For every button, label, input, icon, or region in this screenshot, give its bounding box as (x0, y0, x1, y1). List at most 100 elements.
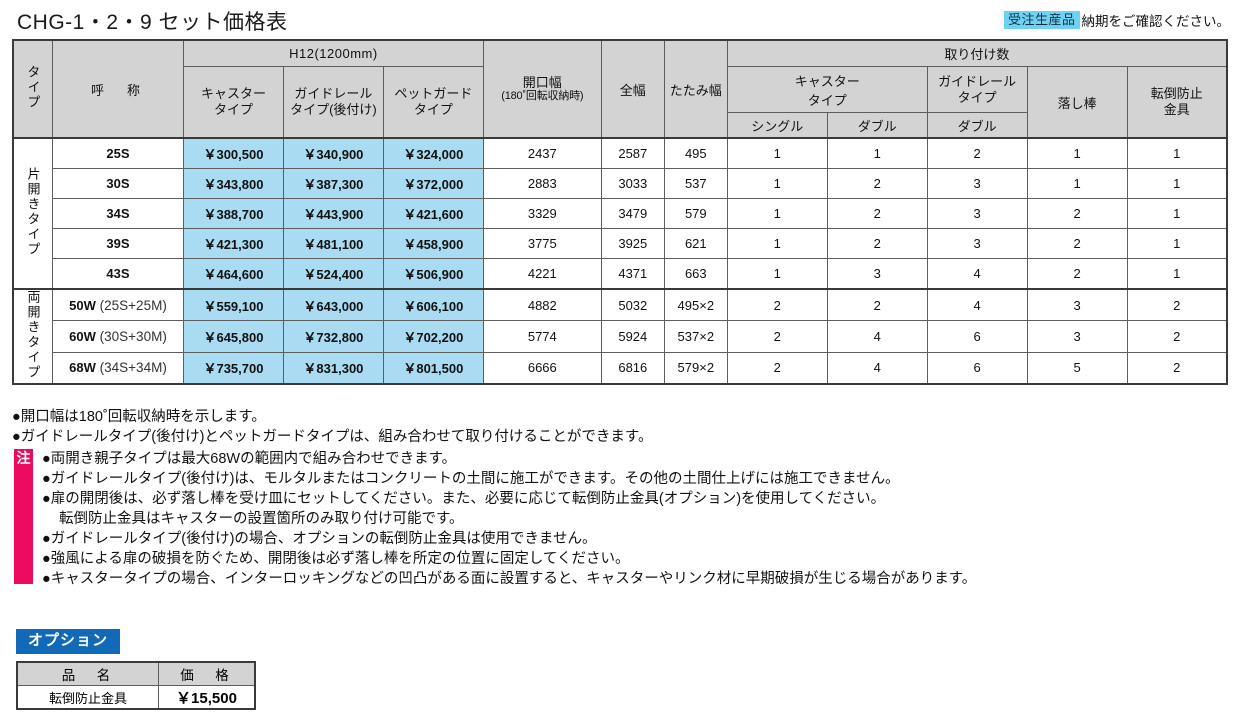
tatami-width-cell: 495 (663, 137, 728, 169)
col-opening-width: 開口幅 (180˚回転収納時) (482, 39, 602, 139)
count-drop-bar-cell: 2 (1026, 228, 1128, 259)
option-table-header: 品 名 価 格 (16, 661, 256, 686)
count-single-cell: 2 (726, 288, 828, 322)
tatami-width-cell: 537×2 (663, 320, 728, 353)
caution-line: ●両開き親子タイプは最大68Wの範囲内で組み合わせできます。 (42, 451, 457, 467)
tatami-width-cell: 579×2 (663, 351, 728, 385)
price-cell-pet: ￥421,600 (382, 198, 484, 229)
option-col-name: 品 名 (16, 661, 159, 686)
type-label: 両開きタイプ (25, 290, 41, 380)
tatami-width-cell: 621 (663, 228, 728, 259)
option-item-price: ￥15,500 (158, 685, 256, 710)
count-anti-tip-cell: 1 (1126, 228, 1228, 259)
price-cell-pet: ￥372,000 (382, 168, 484, 199)
option-header-row: 品 名 価 格 (16, 661, 256, 686)
price-cell-pet: ￥324,000 (382, 137, 484, 169)
col-double: ダブル (826, 112, 928, 139)
count-single-cell: 1 (726, 228, 828, 259)
price-cell-pet: ￥506,900 (382, 258, 484, 290)
option-section: オプション 品 名 価 格 転倒防止金具 ￥15,500 (16, 629, 256, 710)
price-cell-caster: ￥559,100 (183, 288, 284, 322)
full-width-cell: 3925 (600, 228, 665, 259)
col-opening-width-label: 開口幅 (522, 74, 562, 90)
count-double-cell: 1 (826, 137, 928, 169)
count-drop-bar-cell: 3 (1026, 288, 1128, 322)
price-cell-guide: ￥524,400 (282, 258, 384, 290)
count-guide-double-cell: 2 (926, 137, 1028, 169)
tatami-width-cell: 663 (663, 258, 728, 290)
full-width-cell: 3033 (600, 168, 665, 199)
table-row: 68W (34S+34M) ￥735,700 ￥831,300 ￥801,500 666… (13, 351, 1228, 385)
model-name-cell: 30S (52, 168, 184, 199)
count-guide-double-cell: 6 (926, 351, 1028, 385)
page-title: CHG-1・2・9 セット価格表 (17, 11, 288, 34)
price-table-container: タイプ 呼 称 H12(1200mm) 開口幅 (180˚回転収納時) 全幅 た… (12, 39, 1228, 385)
model-name-cell: 39S (52, 228, 184, 259)
col-petguard-type-l1: ペットガード (394, 85, 473, 101)
col-tatami-width: たたみ幅 (663, 39, 728, 139)
count-single-cell: 2 (726, 351, 828, 385)
col-opening-width-sub: (180˚回転収納時) (501, 90, 584, 103)
count-single-cell: 2 (726, 320, 828, 353)
full-width-cell: 5924 (600, 320, 665, 353)
col-full-width: 全幅 (600, 39, 665, 139)
caution-line: ●扉の開閉後は、必ず落し棒を受け皿にセットしてください。また、必要に応じて転倒防… (42, 491, 886, 507)
count-single-cell: 1 (726, 198, 828, 229)
col-drop-bar: 落し棒 (1026, 66, 1128, 139)
col-mount-caster-l1: キャスター (794, 73, 860, 89)
count-anti-tip-cell: 1 (1126, 198, 1228, 229)
opening-width-cell: 2883 (482, 168, 602, 199)
count-drop-bar-cell: 3 (1026, 320, 1128, 353)
full-width-cell: 2587 (600, 137, 665, 169)
price-cell-guide: ￥643,000 (282, 288, 384, 322)
price-cell-caster: ￥421,300 (183, 228, 284, 259)
opening-width-cell: 6666 (482, 351, 602, 385)
count-double-cell: 2 (826, 198, 928, 229)
price-cell-caster: ￥388,700 (183, 198, 284, 229)
price-cell-caster: ￥735,700 (183, 351, 284, 385)
caution-notes: ●両開き親子タイプは最大68Wの範囲内で組み合わせできます。 ●ガイドレールタイプ… (42, 449, 1228, 589)
model-name-cell: 50W (25S+25M) (52, 288, 184, 322)
count-drop-bar-cell: 2 (1026, 258, 1128, 290)
caution-mark: 注 (16, 450, 31, 466)
page-header: CHG-1・2・9 セット価格表 受注生産品 納期をご確認ください。 (0, 0, 1240, 38)
count-double-cell: 2 (826, 288, 928, 322)
price-cell-pet: ￥702,200 (382, 320, 484, 353)
general-notes: ●開口幅は180˚回転収納時を示します。 ●ガイドレールタイプ(後付け)とペットガ… (12, 407, 1228, 447)
col-single: シングル (726, 112, 828, 139)
price-cell-guide: ￥443,900 (282, 198, 384, 229)
count-anti-tip-cell: 2 (1126, 320, 1228, 353)
count-guide-double-cell: 3 (926, 168, 1028, 199)
col-anti-tip-l1: 転倒防止 (1150, 86, 1203, 102)
opening-width-cell: 3775 (482, 228, 602, 259)
tatami-width-cell: 579 (663, 198, 728, 229)
option-row: 転倒防止金具 ￥15,500 (16, 685, 256, 710)
full-width-cell: 6816 (600, 351, 665, 385)
col-caster-type-l1: キャスター (200, 85, 266, 101)
col-mount-count-group: 取り付け数 (726, 39, 1228, 67)
col-anti-tip-bracket: 転倒防止 金具 (1126, 66, 1228, 139)
col-caster-type-l2: タイプ (213, 102, 253, 117)
price-cell-guide: ￥831,300 (282, 351, 384, 385)
note-line: ●ガイドレールタイプ(後付け)とペットガードタイプは、組み合わせて取り付けること… (12, 429, 653, 445)
caution-line: ●強風による扉の破損を防ぐため、開閉後は必ず落し棒を所定の位置に固定してください… (42, 551, 630, 567)
note-line: ●開口幅は180˚回転収納時を示します。 (12, 409, 266, 425)
col-anti-tip-l2: 金具 (1163, 102, 1190, 117)
tatami-width-cell: 537 (663, 168, 728, 199)
col-name: 呼 称 (52, 39, 184, 139)
type-cell: 両開きタイプ (12, 288, 53, 385)
model-name-cell: 68W (34S+34M) (52, 351, 184, 385)
table-row: 両開きタイプ 50W (25S+25M) ￥559,100 ￥643,000 ￥606,… (12, 288, 1228, 385)
made-to-order-badge: 受注生産品 (1003, 11, 1080, 29)
opening-width-cell: 5774 (482, 320, 602, 353)
model-name-cell: 43S (52, 258, 184, 290)
col-type: タイプ (12, 39, 53, 139)
col-h12-group: H12(1200mm) (183, 39, 484, 67)
table-row: 43S ￥464,600 ￥524,400 ￥506,900 4221 4371 663 1 3… (13, 258, 1228, 290)
count-double-cell: 3 (826, 258, 928, 290)
type-cell: 片開きタイプ (12, 137, 53, 290)
col-petguard-type-l2: タイプ (413, 102, 453, 117)
caution-line: ●ガイドレールタイプ(後付け)は、モルタルまたはコンクリートの土間に施工ができま… (42, 471, 900, 487)
header-row-1: タイプ 呼 称 H12(1200mm) 開口幅 (180˚回転収納時) 全幅 た… (12, 39, 1228, 139)
col-petguard-type: ペットガード タイプ (382, 66, 484, 139)
